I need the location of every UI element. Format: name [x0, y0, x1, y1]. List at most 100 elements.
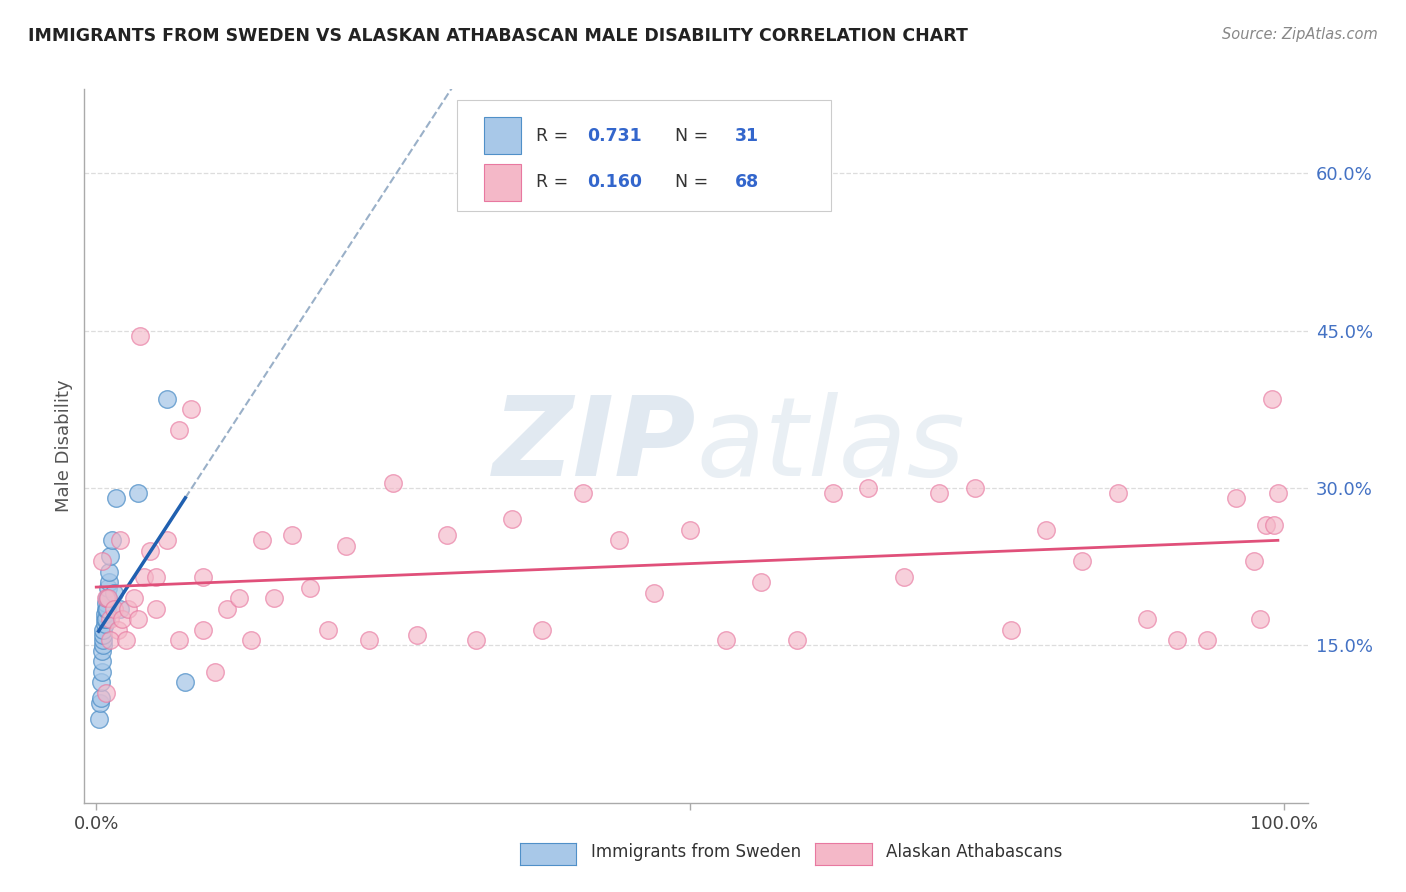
- Point: [298, 581, 321, 595]
- Point: [97, 591, 120, 606]
- Point: [501, 512, 523, 526]
- Point: [100, 612, 122, 626]
- Point: [91, 554, 114, 568]
- Point: [821, 486, 844, 500]
- Point: [1000, 623, 1022, 637]
- Point: [204, 665, 226, 679]
- Point: [643, 586, 665, 600]
- Point: [117, 601, 139, 615]
- Point: [100, 549, 122, 564]
- Point: [91, 665, 114, 679]
- Point: [714, 633, 737, 648]
- Point: [132, 570, 155, 584]
- Point: [679, 523, 702, 537]
- Point: [105, 491, 128, 506]
- Point: [91, 654, 114, 668]
- Point: [530, 623, 553, 637]
- Point: [228, 591, 250, 606]
- Point: [1107, 486, 1129, 500]
- Point: [1166, 633, 1188, 648]
- Point: [127, 486, 149, 500]
- Text: N =: N =: [664, 127, 714, 145]
- Point: [572, 486, 595, 500]
- Point: [90, 675, 112, 690]
- Point: [786, 633, 808, 648]
- Point: [1267, 486, 1289, 500]
- Point: [174, 675, 197, 690]
- Text: 0.731: 0.731: [588, 127, 643, 145]
- Point: [108, 533, 131, 548]
- Point: [93, 633, 115, 648]
- Point: [382, 475, 405, 490]
- Text: N =: N =: [664, 173, 714, 191]
- Text: Source: ZipAtlas.com: Source: ZipAtlas.com: [1222, 27, 1378, 42]
- Point: [963, 481, 986, 495]
- Point: [191, 623, 214, 637]
- Point: [103, 586, 125, 600]
- Point: [1071, 554, 1094, 568]
- Point: [928, 486, 950, 500]
- Point: [94, 596, 117, 610]
- Point: [138, 544, 160, 558]
- Text: Immigrants from Sweden: Immigrants from Sweden: [591, 843, 800, 861]
- Point: [93, 612, 115, 626]
- Point: [169, 633, 191, 648]
- Point: [97, 581, 120, 595]
- Point: [1254, 517, 1277, 532]
- Point: [122, 591, 145, 606]
- Point: [107, 623, 129, 637]
- Point: [90, 690, 112, 705]
- Point: [263, 591, 285, 606]
- Point: [359, 633, 381, 648]
- Point: [111, 612, 134, 626]
- Point: [252, 533, 274, 548]
- Point: [94, 591, 117, 606]
- Point: [406, 628, 429, 642]
- Point: [239, 633, 262, 648]
- Point: [93, 628, 115, 642]
- Point: [94, 612, 117, 626]
- Text: R =: R =: [536, 127, 574, 145]
- Point: [465, 633, 488, 648]
- Point: [1035, 523, 1057, 537]
- Point: [93, 639, 115, 653]
- Point: [93, 607, 115, 621]
- FancyBboxPatch shape: [457, 100, 831, 211]
- Point: [436, 528, 458, 542]
- Point: [145, 601, 167, 615]
- Text: Alaskan Athabascans: Alaskan Athabascans: [886, 843, 1062, 861]
- Point: [893, 570, 915, 584]
- Text: ZIP: ZIP: [492, 392, 696, 500]
- Point: [1136, 612, 1159, 626]
- Point: [103, 601, 125, 615]
- Text: 68: 68: [735, 173, 759, 191]
- FancyBboxPatch shape: [484, 118, 522, 154]
- Point: [98, 575, 121, 590]
- Point: [100, 633, 122, 648]
- Point: [129, 328, 152, 343]
- Point: [1263, 517, 1285, 532]
- Point: [115, 633, 138, 648]
- Y-axis label: Male Disability: Male Disability: [55, 380, 73, 512]
- Point: [1195, 633, 1218, 648]
- Point: [215, 601, 238, 615]
- Point: [607, 533, 630, 548]
- Point: [94, 601, 117, 615]
- Point: [145, 570, 167, 584]
- Point: [108, 601, 131, 615]
- Point: [335, 539, 357, 553]
- Point: [156, 533, 179, 548]
- Point: [87, 712, 110, 726]
- Point: [91, 643, 114, 657]
- Point: [1243, 554, 1265, 568]
- Text: 31: 31: [735, 127, 759, 145]
- Point: [1225, 491, 1247, 506]
- Text: 0.160: 0.160: [588, 173, 643, 191]
- Point: [97, 591, 120, 606]
- FancyBboxPatch shape: [484, 163, 522, 201]
- Point: [94, 685, 117, 699]
- Point: [316, 623, 339, 637]
- Point: [169, 423, 191, 437]
- Point: [156, 392, 179, 406]
- Point: [856, 481, 879, 495]
